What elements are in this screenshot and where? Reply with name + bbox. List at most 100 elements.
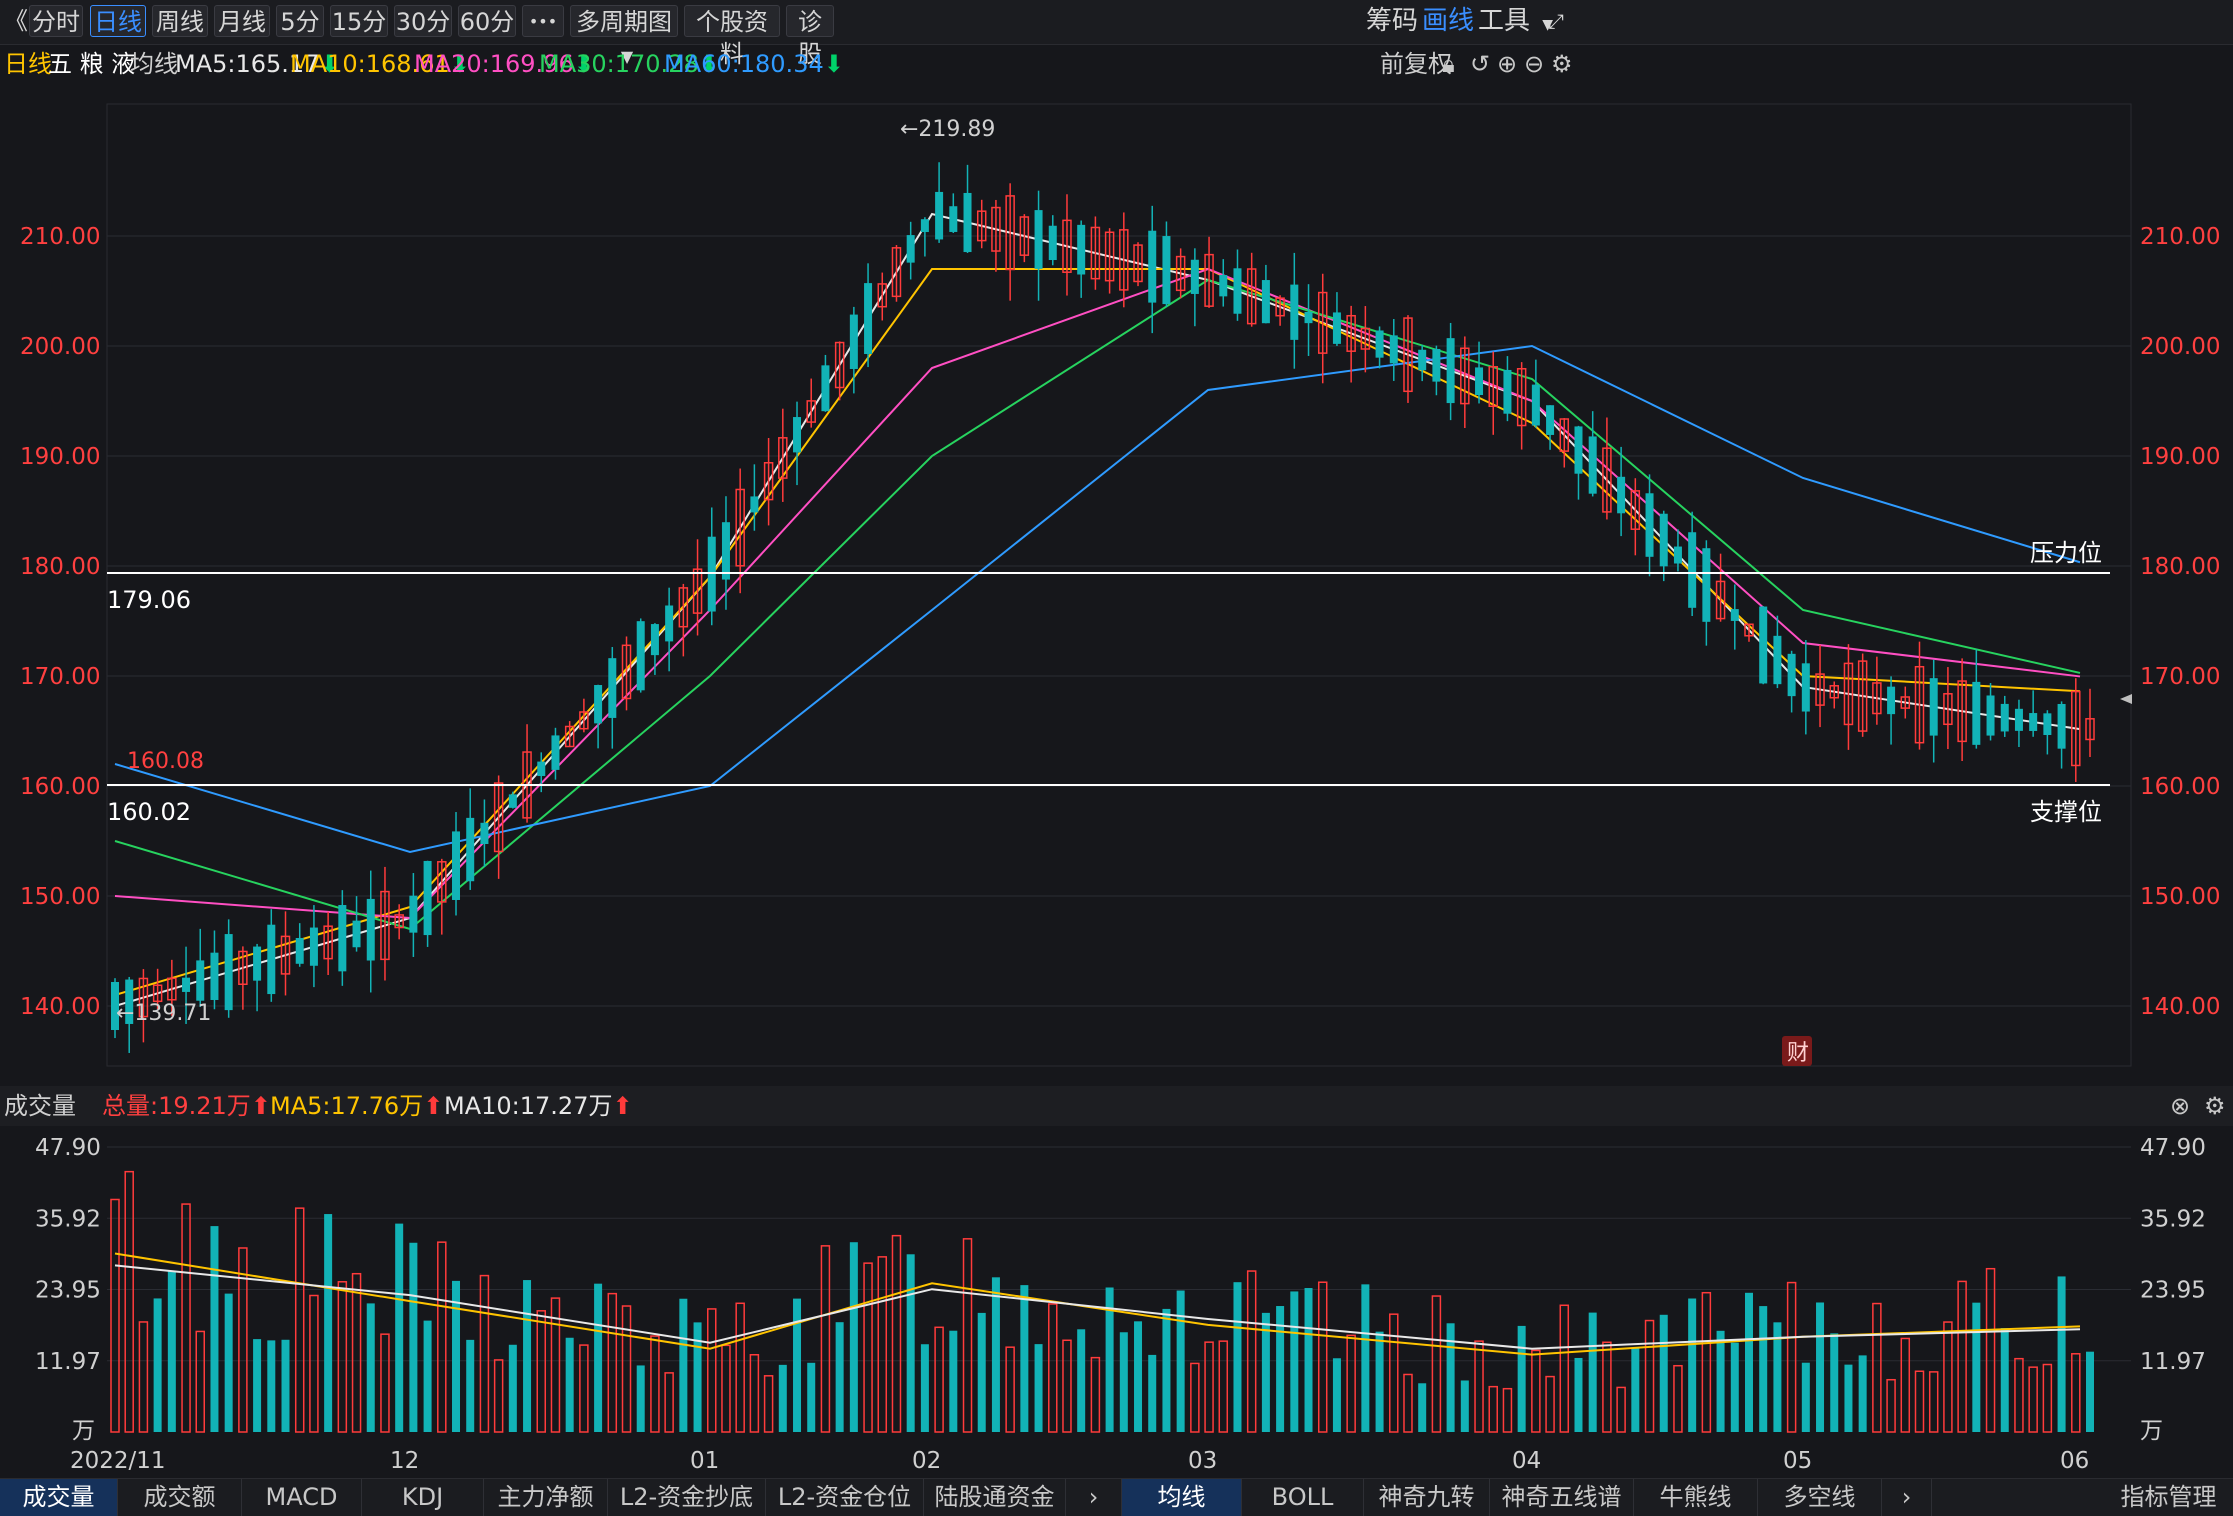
volume-bar [607, 1292, 618, 1433]
volume-plot-area [107, 1126, 2131, 1436]
volume-bar [1090, 1356, 1101, 1433]
candle-body [437, 861, 447, 903]
close-icon[interactable]: ⊗ [2170, 1092, 2191, 1120]
stock-info-button[interactable]: 个股资料 [684, 5, 780, 68]
volume-bar [1659, 1314, 1668, 1432]
top-toolbar: 《 分时 日线 周线 月线 5分 15分 30分 60分 ••• 多周期图 ▼ … [0, 0, 2233, 68]
candle-body [1077, 224, 1086, 275]
multi-period-dropdown[interactable]: 多周期图 ▼ [570, 5, 678, 66]
tab-weekly[interactable]: 周线 [152, 5, 208, 37]
ma20-value: MA20:169.96⬇ [414, 50, 594, 78]
volume-bar [1233, 1282, 1242, 1432]
tab-daily[interactable]: 日线 [90, 5, 146, 37]
candle-body [594, 685, 603, 724]
tab-five-line[interactable]: 神奇五线谱 [1490, 1479, 1634, 1516]
candles [111, 162, 2095, 1053]
volume-tick-label-right: 万 [2140, 1418, 2163, 1444]
volume-bar [664, 1372, 674, 1433]
ma5-value: MA5:165.17⬇ [175, 50, 340, 78]
undo-icon[interactable]: ↺ [1470, 50, 1491, 78]
volume-bar [2071, 1353, 2081, 1433]
candle-body [1872, 682, 1882, 715]
volume-bar [934, 1326, 944, 1433]
candle-body [2014, 708, 2023, 731]
indicator-manage-button[interactable]: 指标管理 [2120, 1483, 2217, 1511]
ma60-start-value: 160.08 [127, 749, 204, 774]
candle-body [394, 914, 404, 929]
settings-icon[interactable]: ⚙ [2204, 1092, 2226, 1120]
volume-bar [423, 1320, 432, 1432]
chevron-right-icon[interactable]: › [1066, 1479, 1122, 1516]
volume-bar [1246, 1270, 1257, 1433]
tab-l2-position[interactable]: L2-资金仓位 [766, 1479, 924, 1516]
candle-body [1829, 685, 1839, 699]
candle-body [1531, 384, 1540, 426]
tab-boll[interactable]: BOLL [1242, 1479, 1364, 1516]
candle-body [1759, 606, 1768, 684]
tab-15min[interactable]: 15分 [330, 5, 388, 37]
volume-bar [1176, 1290, 1185, 1432]
tab-main-net[interactable]: 主力净额 [484, 1479, 608, 1516]
tab-l2-bottom[interactable]: L2-资金抄底 [608, 1479, 766, 1516]
tab-monthly[interactable]: 月线 [214, 5, 270, 37]
price-tick-label-left: 160.00 [20, 774, 100, 800]
tab-volume[interactable]: 成交量 [0, 1479, 118, 1516]
diagnose-button[interactable]: 诊股 [786, 5, 834, 68]
volume-bar [1886, 1378, 1896, 1433]
lock-icon[interactable]: 🔒︎ [1442, 50, 1455, 78]
candle-body [196, 960, 205, 1001]
tab-bull-bear[interactable]: 牛熊线 [1634, 1479, 1758, 1516]
date-tick-label: 06 [2060, 1448, 2089, 1474]
multi-period-label: 多周期图 [576, 8, 672, 36]
volume-bar [1332, 1358, 1341, 1432]
volume-ma-line-ma10 [114, 1264, 2081, 1350]
tab-long-short[interactable]: 多空线 [1758, 1479, 1882, 1516]
chevron-right-icon[interactable]: › [1882, 1479, 1932, 1516]
volume-bar [351, 1272, 362, 1433]
candle-body [338, 905, 347, 972]
volume-bar [1431, 1295, 1442, 1433]
zoom-in-icon[interactable]: ⊕ [1497, 50, 1518, 78]
zoom-out-icon[interactable]: ⊖ [1524, 50, 1545, 78]
tools-dropdown[interactable]: 工具 ▼ [1478, 5, 1553, 37]
tab-5min[interactable]: 5分 [276, 5, 324, 37]
volume-bar [1276, 1306, 1285, 1432]
candle-body [1972, 681, 1981, 745]
more-button[interactable]: ••• [522, 5, 564, 37]
candle-body [466, 817, 475, 882]
volume-bar [1389, 1313, 1399, 1433]
tab-30min[interactable]: 30分 [394, 5, 452, 37]
finance-badge[interactable] [1782, 1036, 1812, 1066]
candle-body [1446, 338, 1455, 404]
volume-bar [267, 1340, 276, 1432]
tab-ma[interactable]: 均线 [1122, 1479, 1242, 1516]
volume-bar [1928, 1371, 1939, 1433]
tab-turnover[interactable]: 成交额 [118, 1479, 242, 1516]
candle-body [707, 536, 716, 612]
volume-bar [1119, 1332, 1128, 1432]
tab-nine-turn[interactable]: 神奇九转 [1364, 1479, 1490, 1516]
chips-button[interactable]: 筹码 [1366, 6, 1419, 36]
price-tick-label-right: 200.00 [2140, 334, 2220, 360]
tab-kdj[interactable]: KDJ [362, 1479, 484, 1516]
tab-intraday[interactable]: 分时 [29, 5, 83, 37]
tab-northbound[interactable]: 陆股通资金 [924, 1479, 1066, 1516]
volume-bar [1048, 1303, 1058, 1433]
draw-button[interactable]: 画线 [1422, 6, 1475, 36]
tab-macd[interactable]: MACD [242, 1479, 362, 1516]
volume-bar [1759, 1306, 1768, 1432]
candle-body [452, 831, 461, 900]
candle-body [1090, 226, 1101, 280]
volume-bar [1773, 1322, 1782, 1432]
tab-60min[interactable]: 60分 [458, 5, 516, 37]
fullscreen-icon[interactable]: ⤢ [1548, 9, 1564, 33]
price-tick-label-left: 190.00 [20, 444, 100, 470]
candle-body [665, 605, 674, 642]
volume-bar [1062, 1339, 1072, 1433]
candle-body [636, 621, 645, 691]
adjust-mode-label[interactable]: 前复权 [1380, 50, 1452, 78]
back-icon[interactable]: 《 [4, 7, 28, 35]
candle-body [1261, 280, 1270, 324]
settings-icon[interactable]: ⚙ [1551, 50, 1573, 78]
